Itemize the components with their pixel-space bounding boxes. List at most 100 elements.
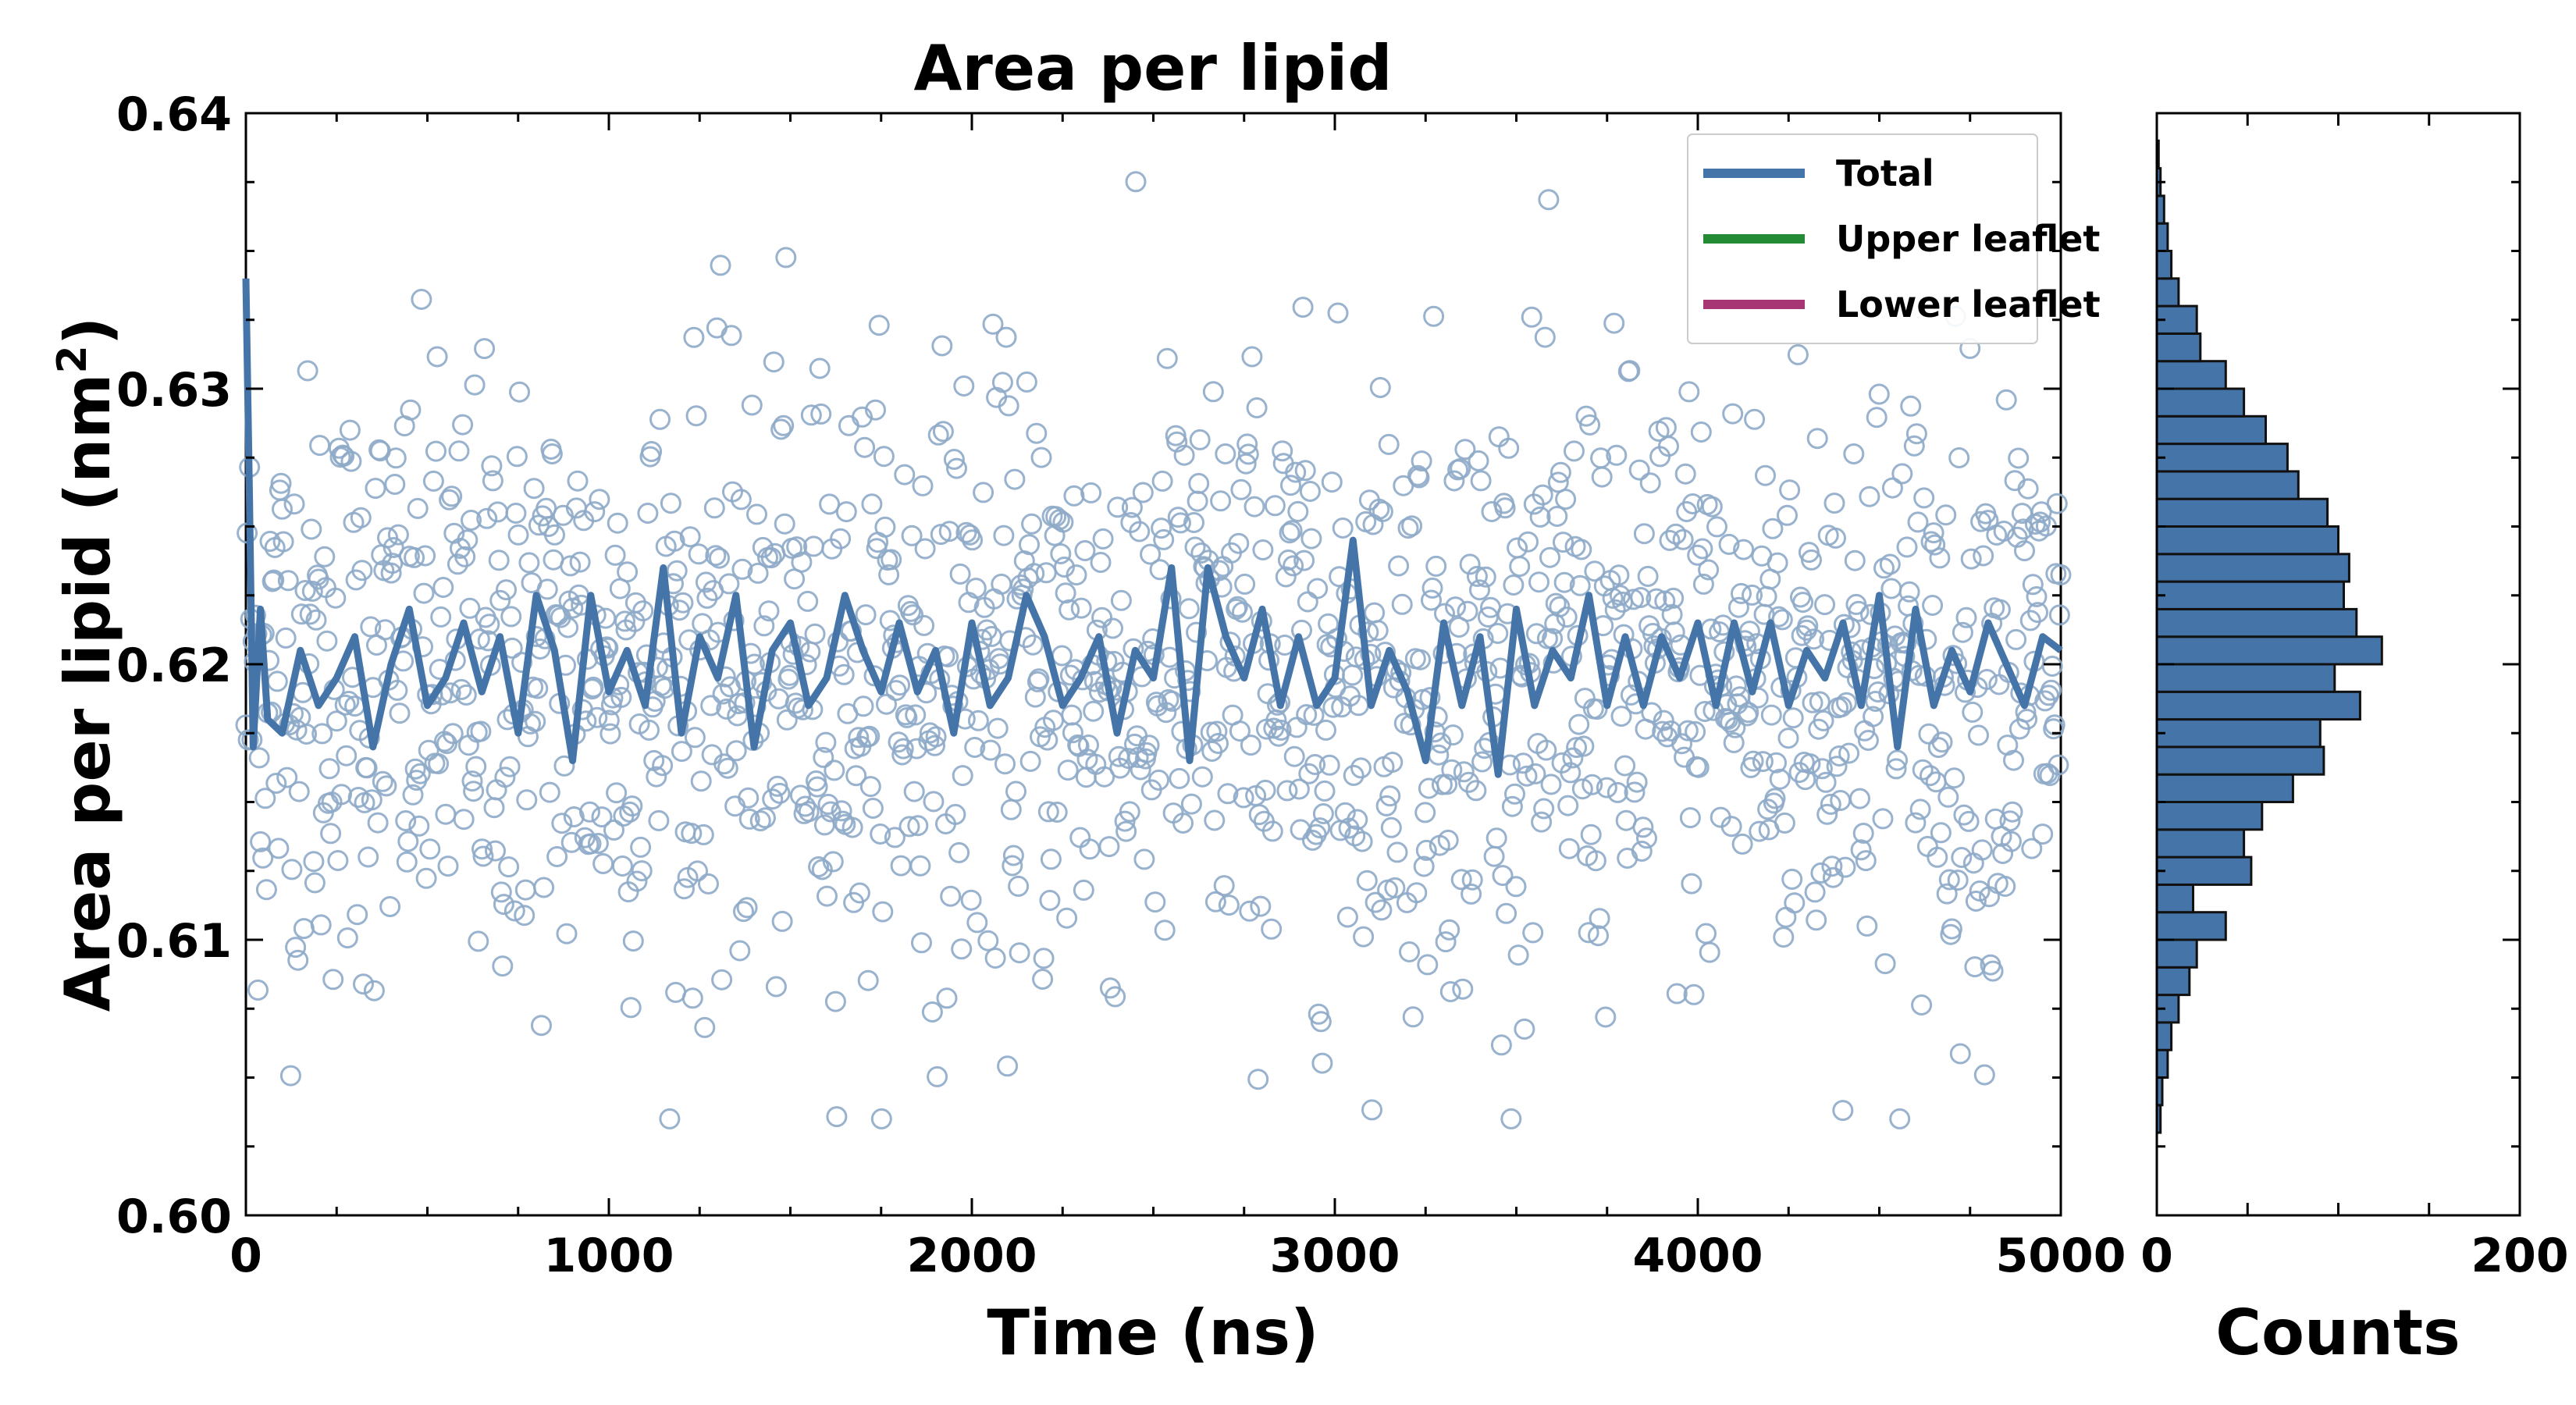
scatter-point (1022, 634, 1044, 656)
scatter-point (1311, 1052, 1333, 1074)
scatter-point (2017, 478, 2039, 500)
scatter-point (1443, 470, 1465, 492)
scatter-point (482, 470, 503, 492)
scatter-point (1252, 539, 1274, 560)
scatter-point (873, 446, 895, 468)
scatter-point (1448, 617, 1470, 638)
scatter-point (1379, 785, 1401, 807)
scatter-point (1487, 623, 1509, 644)
scatter-point (923, 791, 945, 813)
scatter-point (437, 855, 459, 877)
scatter-point (1639, 472, 1661, 494)
scatter-point (505, 503, 527, 524)
scatter-point (1826, 756, 1848, 777)
scatter-point (1891, 463, 1913, 485)
scatter-point (1568, 713, 1590, 735)
scatter-point (749, 810, 771, 832)
histogram-bar (2155, 497, 2329, 528)
scatter-point (945, 803, 966, 825)
x-tick-label: 5000 (1996, 1229, 2126, 1283)
scatter-point (1229, 720, 1251, 742)
scatter-point (1909, 799, 1931, 820)
scatter-point (940, 885, 962, 907)
scatter-point (666, 560, 688, 582)
scatter-point (1930, 822, 1952, 844)
y-axis-label-superscript: 2 (49, 345, 96, 373)
scatter-point (2022, 574, 2044, 596)
scatter-point (1557, 795, 1579, 816)
scatter-point (1442, 724, 1464, 746)
scatter-point (854, 436, 876, 458)
scatter-point (1806, 428, 1828, 450)
scatter-point (1367, 620, 1389, 642)
scatter-point (1968, 724, 1989, 746)
scatter-point (428, 753, 450, 774)
scatter-point (1483, 845, 1505, 867)
scatter-point (641, 441, 663, 462)
scatter-point (336, 927, 358, 949)
scatter-point (1307, 578, 1329, 599)
scatter-point (592, 853, 614, 874)
scatter-point (1532, 484, 1553, 506)
scatter-point (1769, 768, 1791, 790)
scatter-point (557, 617, 579, 638)
scatter-point (927, 424, 949, 446)
scatter-point (1895, 632, 1916, 654)
scatter-point (966, 912, 988, 934)
scatter-point (382, 537, 404, 558)
scatter-point (375, 775, 397, 797)
scatter-point (1677, 720, 1699, 742)
scatter-point (892, 738, 914, 759)
scatter-point (1318, 754, 1340, 776)
scatter-point (1863, 706, 1884, 727)
scatter-point (960, 889, 982, 911)
scatter-point (411, 289, 432, 310)
histogram-bar (2155, 250, 2173, 280)
x-tick-label: 1000 (544, 1229, 674, 1283)
scatter-point (1010, 574, 1032, 596)
scatter-point (1357, 621, 1379, 643)
scatter-point (1539, 546, 1560, 568)
scatter-point (1321, 471, 1343, 493)
scatter-point (1905, 812, 1927, 834)
scatter-point (1378, 433, 1400, 455)
scatter-point (938, 521, 960, 542)
scatter-point (857, 969, 879, 991)
scatter-point (1797, 615, 1819, 637)
scatter-point (1695, 923, 1717, 944)
scatter-point (610, 686, 632, 708)
histogram-x-tick-label: 0 (2140, 1229, 2173, 1283)
scatter-point (1297, 591, 1318, 613)
scatter-point (459, 597, 481, 619)
scatter-point (1333, 641, 1355, 662)
scatter-point (287, 949, 309, 971)
scatter-point (700, 695, 722, 717)
scatter-point (932, 421, 954, 443)
scatter-point (706, 317, 728, 339)
scatter-point (1898, 581, 1920, 603)
scatter-point (1960, 548, 1982, 570)
scatter-point (885, 680, 907, 702)
scatter-point (539, 781, 560, 803)
scatter-point (1397, 518, 1419, 539)
scatter-point (276, 767, 298, 788)
scatter-point (1490, 1034, 1512, 1056)
scatter-point (485, 840, 506, 862)
scatter-point (493, 894, 514, 916)
scatter-point (713, 753, 735, 775)
scatter-point (503, 900, 525, 922)
scatter-point (965, 578, 987, 599)
scatter-point (600, 723, 621, 745)
scatter-point (701, 744, 723, 766)
scatter-point (874, 516, 896, 538)
scatter-point (1533, 798, 1555, 820)
scatter-point (1008, 875, 1030, 897)
scatter-point (1655, 417, 1677, 439)
scatter-point (1723, 732, 1745, 753)
scatter-point (1441, 759, 1463, 781)
scatter-point (1516, 765, 1538, 787)
time-series-plot: 0 1000 2000 3000 4000 5000 0.60 0.61 0.62 0.63 0.6… (116, 87, 2126, 1283)
scatter-point (810, 403, 832, 425)
scatter-point (1138, 735, 1160, 756)
scatter-point (1802, 692, 1823, 713)
